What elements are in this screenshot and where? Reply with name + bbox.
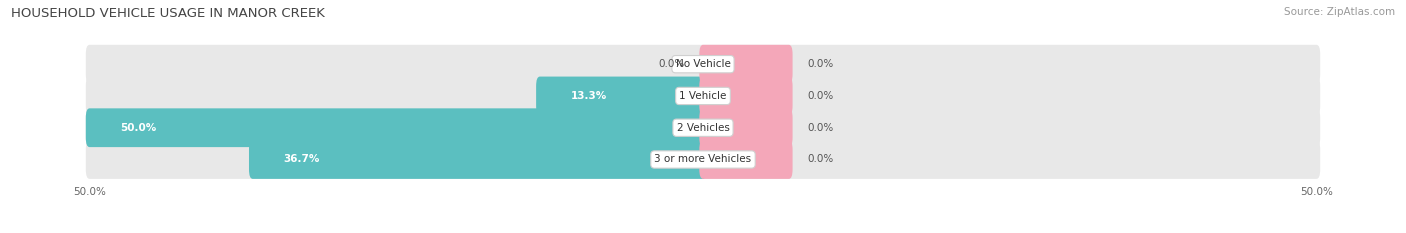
Text: 0.0%: 0.0% <box>807 123 834 133</box>
Text: 0.0%: 0.0% <box>807 91 834 101</box>
Text: HOUSEHOLD VEHICLE USAGE IN MANOR CREEK: HOUSEHOLD VEHICLE USAGE IN MANOR CREEK <box>11 7 325 20</box>
Text: Source: ZipAtlas.com: Source: ZipAtlas.com <box>1284 7 1395 17</box>
Text: 1 Vehicle: 1 Vehicle <box>679 91 727 101</box>
FancyBboxPatch shape <box>699 140 793 179</box>
Text: 50.0%: 50.0% <box>120 123 156 133</box>
Text: 0.0%: 0.0% <box>658 59 685 69</box>
Text: 13.3%: 13.3% <box>571 91 607 101</box>
FancyBboxPatch shape <box>86 77 1320 115</box>
FancyBboxPatch shape <box>699 108 793 147</box>
FancyBboxPatch shape <box>699 77 793 115</box>
FancyBboxPatch shape <box>86 108 707 147</box>
Text: 3 or more Vehicles: 3 or more Vehicles <box>654 154 752 164</box>
Text: No Vehicle: No Vehicle <box>675 59 731 69</box>
FancyBboxPatch shape <box>86 140 1320 179</box>
Text: 2 Vehicles: 2 Vehicles <box>676 123 730 133</box>
FancyBboxPatch shape <box>699 45 793 84</box>
Text: 0.0%: 0.0% <box>807 154 834 164</box>
FancyBboxPatch shape <box>536 77 707 115</box>
Text: 36.7%: 36.7% <box>284 154 319 164</box>
Legend: Owner-occupied, Renter-occupied: Owner-occupied, Renter-occupied <box>582 230 824 233</box>
Text: 0.0%: 0.0% <box>807 59 834 69</box>
FancyBboxPatch shape <box>86 45 1320 84</box>
FancyBboxPatch shape <box>86 108 1320 147</box>
FancyBboxPatch shape <box>249 140 707 179</box>
